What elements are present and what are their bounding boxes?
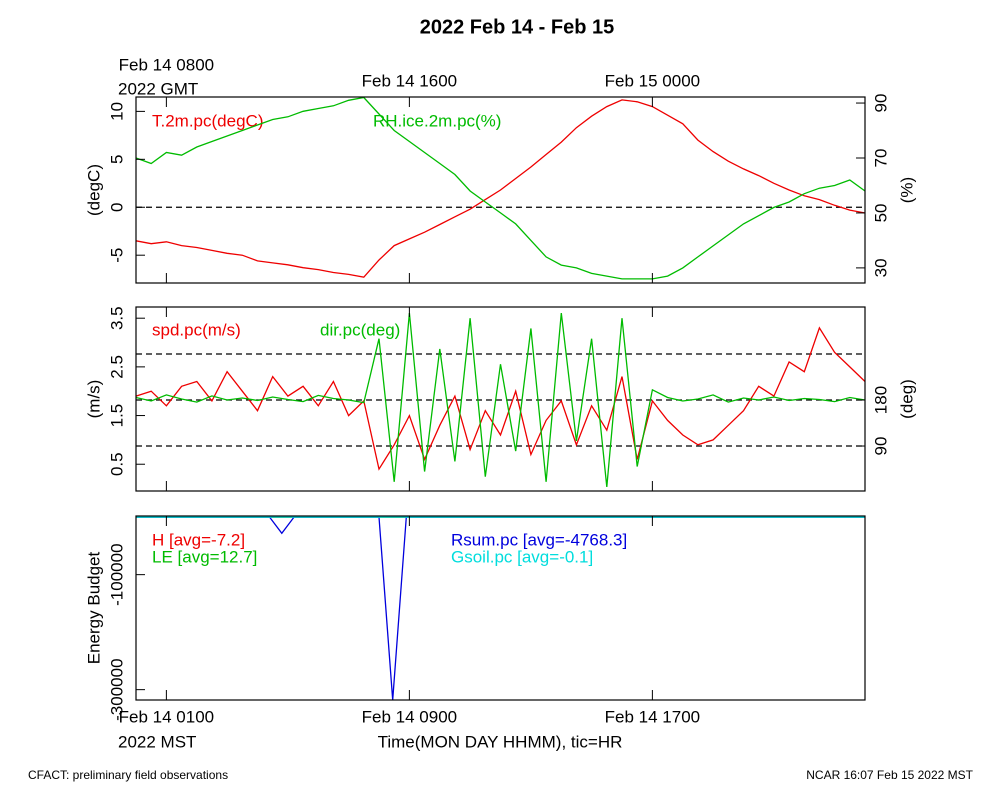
x-axis-label: Time(MON DAY HHMM), tic=HR <box>378 732 623 751</box>
top-x-tick-label: Feb 14 0800 <box>119 55 214 74</box>
top-x-tick-label: Feb 15 0000 <box>605 71 700 90</box>
y-tick-label: 0 <box>107 203 126 212</box>
y2-axis-label: (%) <box>897 177 916 203</box>
page-title: 2022 Feb 14 - Feb 15 <box>420 16 615 38</box>
footer-right: NCAR 16:07 Feb 15 2022 MST <box>806 768 973 782</box>
y2-axis-label: (deg) <box>897 379 916 419</box>
y2-tick-label: 90 <box>871 437 890 456</box>
legend-entry: spd.pc(m/s) <box>152 320 241 339</box>
legend-entry: LE [avg=12.7] <box>152 547 257 566</box>
y-tick-label: 0.5 <box>107 452 126 476</box>
x-tick-label: Feb 14 0100 <box>119 707 214 726</box>
legend-entry: Gsoil.pc [avg=-0.1] <box>451 547 593 566</box>
top-axis-note: 2022 GMT <box>118 79 198 98</box>
bottom-axis-note: 2022 MST <box>118 732 196 751</box>
y2-tick-label: 50 <box>871 203 890 222</box>
y2-tick-label: 90 <box>871 94 890 113</box>
y2-tick-label: 180 <box>871 386 890 414</box>
y-tick-label: 3.5 <box>107 306 126 330</box>
y-tick-label: 2.5 <box>107 355 126 379</box>
legend-entry: RH.ice.2m.pc(%) <box>373 111 501 130</box>
y2-tick-label: 30 <box>871 258 890 277</box>
footer-left: CFACT: preliminary field observations <box>28 768 228 782</box>
top-x-tick-label: Feb 14 1600 <box>362 71 457 90</box>
legend-entry: dir.pc(deg) <box>320 320 400 339</box>
y-tick-label: 1.5 <box>107 404 126 428</box>
x-tick-label: Feb 14 1700 <box>605 707 700 726</box>
x-tick-label: Feb 14 0900 <box>362 707 457 726</box>
y-axis-label: (degC) <box>84 164 103 216</box>
y-axis-label: (m/s) <box>84 380 103 419</box>
y-tick-label: 10 <box>107 102 126 121</box>
y-tick-label: 5 <box>107 155 126 164</box>
y-axis-label: Energy Budget <box>84 551 103 664</box>
y-tick-label: -5 <box>107 248 126 263</box>
y2-tick-label: 70 <box>871 149 890 168</box>
legend-entry: T.2m.pc(degC) <box>152 111 263 130</box>
y-tick-label: -100000 <box>107 543 126 605</box>
